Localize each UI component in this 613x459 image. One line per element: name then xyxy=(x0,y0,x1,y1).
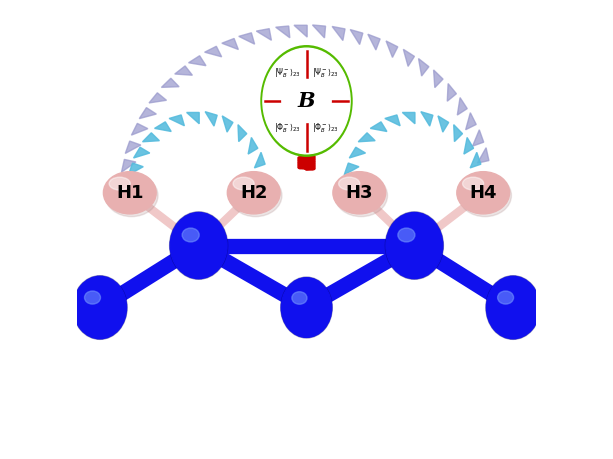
Ellipse shape xyxy=(263,48,350,154)
Ellipse shape xyxy=(463,177,484,190)
Polygon shape xyxy=(149,93,167,103)
Ellipse shape xyxy=(73,276,127,339)
Ellipse shape xyxy=(398,228,415,242)
Polygon shape xyxy=(131,123,148,135)
Text: $|\Phi_B^-\rangle_{23}$: $|\Phi_B^-\rangle_{23}$ xyxy=(312,121,339,134)
Polygon shape xyxy=(464,138,474,154)
Text: H4: H4 xyxy=(470,184,497,202)
Ellipse shape xyxy=(105,174,158,217)
Ellipse shape xyxy=(229,174,282,217)
Ellipse shape xyxy=(486,276,540,339)
Polygon shape xyxy=(402,112,415,124)
Ellipse shape xyxy=(85,291,101,304)
Ellipse shape xyxy=(170,212,227,279)
Polygon shape xyxy=(161,78,179,87)
Ellipse shape xyxy=(386,213,443,279)
Ellipse shape xyxy=(338,177,360,190)
Polygon shape xyxy=(205,46,222,57)
Text: B: B xyxy=(298,91,315,111)
Polygon shape xyxy=(175,66,192,75)
Polygon shape xyxy=(139,107,156,118)
Ellipse shape xyxy=(292,292,307,304)
Ellipse shape xyxy=(261,45,352,157)
Ellipse shape xyxy=(233,177,254,190)
Polygon shape xyxy=(350,29,363,45)
Polygon shape xyxy=(403,49,414,67)
Ellipse shape xyxy=(104,172,156,214)
Polygon shape xyxy=(238,125,247,141)
Ellipse shape xyxy=(281,277,332,338)
Text: H3: H3 xyxy=(346,184,373,202)
Ellipse shape xyxy=(170,213,227,279)
Polygon shape xyxy=(358,133,375,142)
Polygon shape xyxy=(142,133,159,142)
Ellipse shape xyxy=(498,291,514,304)
Polygon shape xyxy=(419,59,429,76)
Polygon shape xyxy=(276,26,290,38)
Polygon shape xyxy=(125,141,141,153)
Polygon shape xyxy=(205,112,217,126)
Ellipse shape xyxy=(386,212,443,279)
Polygon shape xyxy=(385,115,400,126)
Polygon shape xyxy=(457,98,467,115)
Ellipse shape xyxy=(333,172,386,214)
Polygon shape xyxy=(134,147,150,158)
Ellipse shape xyxy=(282,80,331,122)
Ellipse shape xyxy=(457,172,509,214)
Polygon shape xyxy=(478,148,489,163)
Polygon shape xyxy=(129,163,143,175)
Polygon shape xyxy=(470,152,481,168)
Ellipse shape xyxy=(459,174,511,217)
Ellipse shape xyxy=(74,276,126,339)
Polygon shape xyxy=(438,116,449,132)
Polygon shape xyxy=(121,159,136,172)
Polygon shape xyxy=(343,180,356,193)
Text: $|\Psi_B^-\rangle_{23}$: $|\Psi_B^-\rangle_{23}$ xyxy=(312,67,339,80)
Polygon shape xyxy=(222,39,238,50)
Text: H2: H2 xyxy=(240,184,267,202)
Polygon shape xyxy=(127,180,140,193)
Polygon shape xyxy=(344,163,359,175)
Ellipse shape xyxy=(109,177,130,190)
Ellipse shape xyxy=(335,174,387,217)
Polygon shape xyxy=(349,147,365,158)
Polygon shape xyxy=(332,27,345,40)
Polygon shape xyxy=(473,130,484,146)
Polygon shape xyxy=(386,41,398,57)
Polygon shape xyxy=(238,33,254,44)
Polygon shape xyxy=(254,152,265,168)
Polygon shape xyxy=(454,125,463,141)
Polygon shape xyxy=(154,122,171,131)
Polygon shape xyxy=(421,112,433,126)
Polygon shape xyxy=(223,116,233,132)
Polygon shape xyxy=(186,112,199,124)
Text: H1: H1 xyxy=(116,184,143,202)
Ellipse shape xyxy=(182,228,199,242)
Text: $|\Psi_B^-\rangle_{23}$: $|\Psi_B^-\rangle_{23}$ xyxy=(274,67,301,80)
Polygon shape xyxy=(370,122,387,131)
Text: $|\Phi_B^-\rangle_{23}$: $|\Phi_B^-\rangle_{23}$ xyxy=(274,121,301,134)
Polygon shape xyxy=(466,113,476,130)
Polygon shape xyxy=(313,25,326,38)
Polygon shape xyxy=(189,56,206,66)
Polygon shape xyxy=(368,34,380,50)
Polygon shape xyxy=(169,115,185,126)
Polygon shape xyxy=(447,84,457,101)
Ellipse shape xyxy=(487,276,539,339)
Polygon shape xyxy=(248,138,258,154)
Polygon shape xyxy=(256,28,272,40)
Ellipse shape xyxy=(281,278,332,337)
Polygon shape xyxy=(294,25,307,37)
Polygon shape xyxy=(433,70,443,88)
Ellipse shape xyxy=(227,172,280,214)
